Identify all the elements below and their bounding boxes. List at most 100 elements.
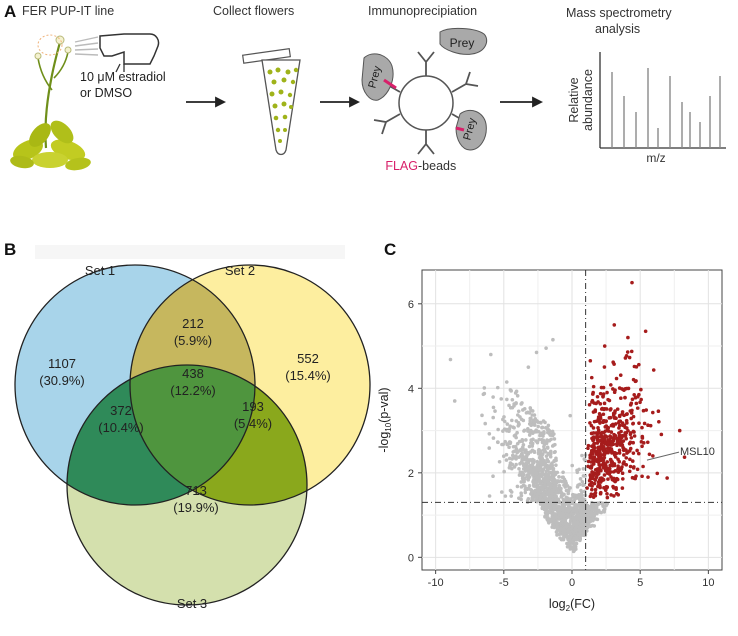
beads-text: -beads [418, 159, 456, 173]
volcano-point-sig [604, 424, 609, 428]
volcano-point-ns [545, 479, 549, 484]
region-set3-count: 713 [185, 483, 207, 498]
volcano-point-sig [592, 481, 597, 486]
volcano-point-sig [608, 415, 613, 420]
volcano-point-ns [531, 483, 536, 487]
volcano-point-sig [591, 455, 596, 459]
volcano-point-sig [591, 451, 595, 456]
volcano-point-sig [651, 454, 655, 458]
volcano-point-ns [549, 462, 553, 467]
volcano-point-ns [546, 464, 551, 468]
volcano-point-ns [582, 531, 586, 535]
volcano-point-sig [621, 461, 625, 466]
volcano-point-ns [550, 476, 555, 480]
volcano-point-sig [621, 387, 626, 392]
volcano-point-ns [549, 437, 553, 442]
volcano-point-ns [552, 432, 556, 436]
volcano-point-ns [550, 478, 555, 483]
region-set2-count: 552 [297, 351, 319, 366]
volcano-point-sig [598, 391, 603, 396]
volcano-point-sig [612, 433, 617, 438]
volcano-point-ns [510, 453, 515, 458]
volcano-point-ns [573, 527, 578, 532]
volcano-point-sig [641, 464, 645, 469]
volcano-point-sig [632, 392, 637, 397]
volcano-point-sig [646, 423, 650, 428]
volcano-point-sig [599, 476, 604, 480]
volcano-point-ns [525, 474, 529, 479]
region-set1-count: 1107 [48, 356, 76, 371]
ms-ylabel-2: abundance [581, 69, 595, 131]
volcano-point-ns [509, 389, 513, 393]
volcano-point-ns [575, 512, 580, 517]
volcano-point-ns [535, 495, 539, 499]
volcano-point-sig [599, 446, 603, 451]
volcano-point-ns [562, 531, 566, 535]
volcano-point-ns [594, 507, 599, 512]
volcano-point-ns [527, 470, 531, 474]
panel-c-letter: C [384, 240, 397, 259]
volcano-point-sig [625, 350, 630, 354]
volcano-point-ns [504, 380, 509, 384]
volcano-point-sig [617, 433, 622, 437]
volcano-point-ns [523, 484, 527, 488]
volcano-point-ns [540, 506, 545, 511]
msl10-callout-label: MSL10 [680, 446, 715, 458]
volcano-point-ns [543, 513, 548, 518]
volcano-point-ns [577, 467, 581, 472]
volcano-point-sig [611, 411, 616, 416]
volcano-point-ns [568, 527, 573, 531]
volcano-point-sig [628, 457, 632, 462]
volcano-point-ns [570, 463, 575, 468]
volcano-point-ns [495, 385, 500, 390]
volcano-point-ns [554, 494, 558, 499]
volcano-point-sig [635, 467, 640, 472]
volcano-point-ns [502, 419, 507, 424]
volcano-point-ns [548, 486, 552, 490]
volcano-point-sig [613, 422, 618, 426]
volcano-point-outlier [452, 399, 457, 403]
volcano-point-ns [561, 497, 566, 502]
volcano-point-ns [558, 521, 563, 525]
volcano-point-ns [567, 505, 572, 510]
ms-xlabel: m/z [646, 151, 665, 165]
volcano-point-ns [579, 488, 583, 493]
volcano-point-sig [596, 484, 600, 489]
volcano-point-ns [553, 507, 557, 512]
volcano-point-ns [540, 467, 545, 472]
volcano-point-ns [556, 516, 561, 521]
volcano-point-sig [618, 437, 623, 442]
volcano-point-ns [586, 509, 591, 513]
volcano-point-ns [579, 523, 584, 527]
volcano-point-ns [537, 498, 542, 503]
volcano-point-sig [655, 471, 660, 476]
volcano-point-sig [591, 410, 596, 414]
volcano-point-ns [567, 540, 572, 544]
volcano-point-sig [632, 430, 636, 434]
volcano-point-ns [526, 427, 530, 431]
volcano-point-ns [558, 530, 562, 534]
volcano-point-ns [519, 485, 524, 489]
volcano-point-ns [531, 498, 535, 502]
volcano-point-sig [590, 470, 594, 474]
volcano-point-ns [527, 422, 532, 426]
volcano-point-ns [537, 495, 542, 500]
volcano-point-sig [617, 386, 622, 390]
volcano-point-ns [487, 494, 492, 498]
volcano-point-sig [602, 401, 607, 406]
volcano-point-ns [508, 488, 513, 493]
volcano-point-ns [536, 424, 540, 429]
volcano-point-ns [546, 423, 551, 428]
volcano-point-ns [549, 494, 554, 498]
volcano-point-sig [651, 368, 656, 372]
step4-title-line2: analysis [595, 22, 641, 36]
volcano-point-sig [624, 436, 628, 441]
volcano-point-sig [626, 428, 630, 433]
volcano-point-sig [586, 443, 591, 448]
volcano-point-sig [585, 486, 589, 490]
volcano-point-ns [536, 491, 541, 496]
volcano-point-sig [622, 453, 626, 457]
x-tick-label: 0 [569, 577, 575, 589]
volcano-point-ns [589, 503, 594, 507]
volcano-point-sig [609, 457, 613, 462]
